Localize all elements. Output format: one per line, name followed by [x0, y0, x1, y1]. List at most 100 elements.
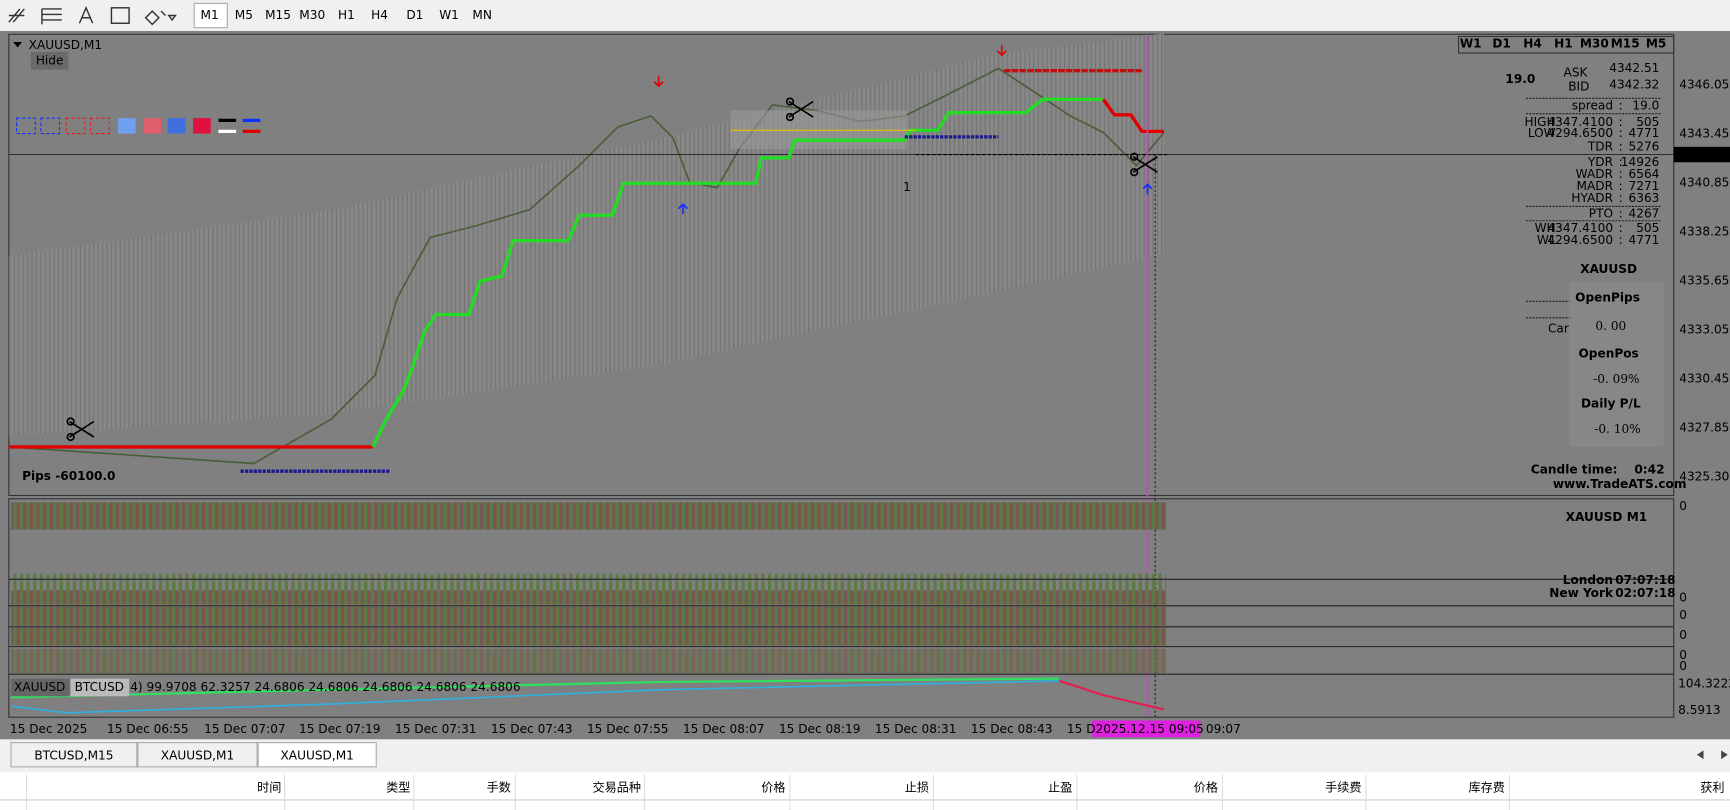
symbol-big: XAUUSD: [1580, 262, 1637, 276]
timeframe-button[interactable]: W1: [439, 8, 459, 22]
tab-label[interactable]: BTCUSD,M15: [34, 748, 113, 762]
tab-scroll[interactable]: [1696, 750, 1728, 760]
column-header[interactable]: 库存费: [1469, 779, 1505, 794]
icon-lines[interactable]: [41, 8, 62, 25]
timeframe-button[interactable]: H4: [371, 8, 388, 22]
spread-big: 19.0: [1505, 72, 1535, 86]
stat-price: 4347.4100: [1547, 221, 1613, 235]
timeframe-button[interactable]: M1: [201, 8, 219, 22]
time-label: 15 Dec 2025: [10, 722, 87, 736]
daily-pl-label: Daily P/L: [1581, 396, 1641, 410]
hide-button[interactable]: [30, 51, 69, 70]
stat-value: 505: [1636, 115, 1659, 129]
stat-value: 4771: [1629, 233, 1660, 247]
tag-box[interactable]: [70, 678, 130, 697]
timeframe-button[interactable]: H1: [338, 8, 355, 22]
column-header[interactable]: 获利: [1700, 780, 1724, 794]
time-label: 15 Dec 07:55: [587, 722, 669, 736]
tf-link[interactable]: H4: [1523, 37, 1542, 51]
timeframe-button[interactable]: MN: [472, 8, 492, 22]
time-label: 15 D: [1067, 722, 1096, 736]
stat-value: 4771: [1629, 126, 1660, 140]
icon-cycle[interactable]: [8, 8, 25, 23]
tab-label[interactable]: XAUUSD,M1: [280, 748, 353, 762]
ask: 4342.51: [1609, 61, 1659, 75]
session-time: 02:07:18: [1615, 586, 1675, 600]
price-label: 4343.45: [1679, 127, 1729, 141]
column-header[interactable]: 手数: [487, 779, 511, 794]
tf-link[interactable]: H1: [1554, 37, 1573, 51]
separator: :: [1619, 126, 1623, 140]
column-header[interactable]: 止损: [905, 780, 929, 794]
labels: M1 M5 M15 M30 H1 H4 D1 W1 MNXAUUSD,M1Hide4346.05…: [10, 8, 1730, 810]
icon-text[interactable]: [78, 5, 94, 24]
tf-link[interactable]: M5: [1646, 37, 1667, 51]
candle-time-label: Candle time:: [1531, 463, 1618, 477]
tf-link[interactable]: D1: [1492, 37, 1511, 51]
osc-cyan: [10, 680, 1060, 714]
timeframe-button[interactable]: M30: [299, 8, 325, 22]
column-header[interactable]: 类型: [386, 780, 410, 794]
tag[interactable]: BTCUSD: [75, 680, 124, 694]
indicator-frame: [8, 498, 1675, 718]
tab[interactable]: [257, 742, 377, 768]
tab[interactable]: [137, 742, 258, 768]
tab[interactable]: [10, 742, 138, 768]
symbol-label: XAUUSD,M1: [29, 38, 102, 52]
time-label: 15 Dec 07:31: [395, 722, 477, 736]
stat-price: 4294.6500: [1547, 126, 1613, 140]
timeframe-button[interactable]: D1: [406, 8, 423, 22]
current-price-box: [1673, 146, 1730, 163]
price-label: 4327.85: [1679, 420, 1729, 434]
column-header[interactable]: 手续费: [1325, 780, 1361, 794]
daily-pl: -0. 10%: [1594, 422, 1640, 436]
price-label: 4346.05: [1679, 78, 1729, 92]
column-header[interactable]: 止盈: [1048, 780, 1072, 794]
toolbar-icons: [8, 5, 177, 26]
bid: 4342.32: [1609, 78, 1659, 92]
marker: 1: [903, 180, 911, 194]
tag-box[interactable]: [11, 678, 70, 697]
symbol-menu[interactable]: [13, 42, 23, 48]
session-time: 07:07:18: [1615, 573, 1675, 587]
column-header[interactable]: 价格: [1194, 779, 1218, 794]
column-header[interactable]: 时间: [257, 780, 281, 794]
buy-arrow: [1142, 183, 1153, 195]
scale-label: 0: [1679, 591, 1687, 605]
tf-link[interactable]: W1: [1460, 37, 1482, 51]
current-price: 4342.36: [1678, 147, 1728, 161]
tag[interactable]: XAUUSD: [14, 680, 65, 694]
osc-red: [1058, 679, 1165, 711]
active-timeframe: [193, 2, 228, 29]
sell-arrow: [653, 76, 664, 88]
tf-panel: [1458, 35, 1675, 54]
green-trend: [371, 97, 1104, 448]
tf-link[interactable]: M30: [1580, 37, 1609, 51]
tf-link[interactable]: M15: [1611, 37, 1640, 51]
time-label: 15 Dec 08:31: [875, 722, 957, 736]
stat-label: HYADR: [1571, 191, 1613, 205]
sell-arrow: [996, 45, 1007, 57]
column-header[interactable]: 交易品种: [593, 779, 642, 794]
timeframe-button[interactable]: M15: [265, 8, 291, 22]
tab-label[interactable]: XAUUSD,M1: [161, 748, 234, 762]
icon-shapes[interactable]: [144, 10, 177, 26]
osc-green: [11, 677, 1060, 699]
stat-label: TDR: [1587, 139, 1614, 153]
session-name: London: [1563, 573, 1613, 587]
separator: :: [1619, 99, 1623, 113]
watermark: www.TradeATS.com: [1553, 477, 1687, 491]
hide-label[interactable]: Hide: [36, 53, 64, 67]
ask-label: ASK: [1564, 65, 1589, 79]
icon-label[interactable]: [110, 7, 130, 24]
column-header[interactable]: 价格: [761, 779, 785, 794]
separator: :: [1619, 139, 1623, 153]
separator: :: [1619, 221, 1623, 235]
volume-bars-2: [11, 580, 1167, 605]
pl-panel: [1568, 281, 1664, 447]
timeframe-button[interactable]: M5: [235, 8, 253, 22]
separator: :: [1619, 179, 1623, 193]
price-label: 4330.45: [1679, 371, 1729, 385]
spread: 19.0: [1632, 99, 1659, 113]
